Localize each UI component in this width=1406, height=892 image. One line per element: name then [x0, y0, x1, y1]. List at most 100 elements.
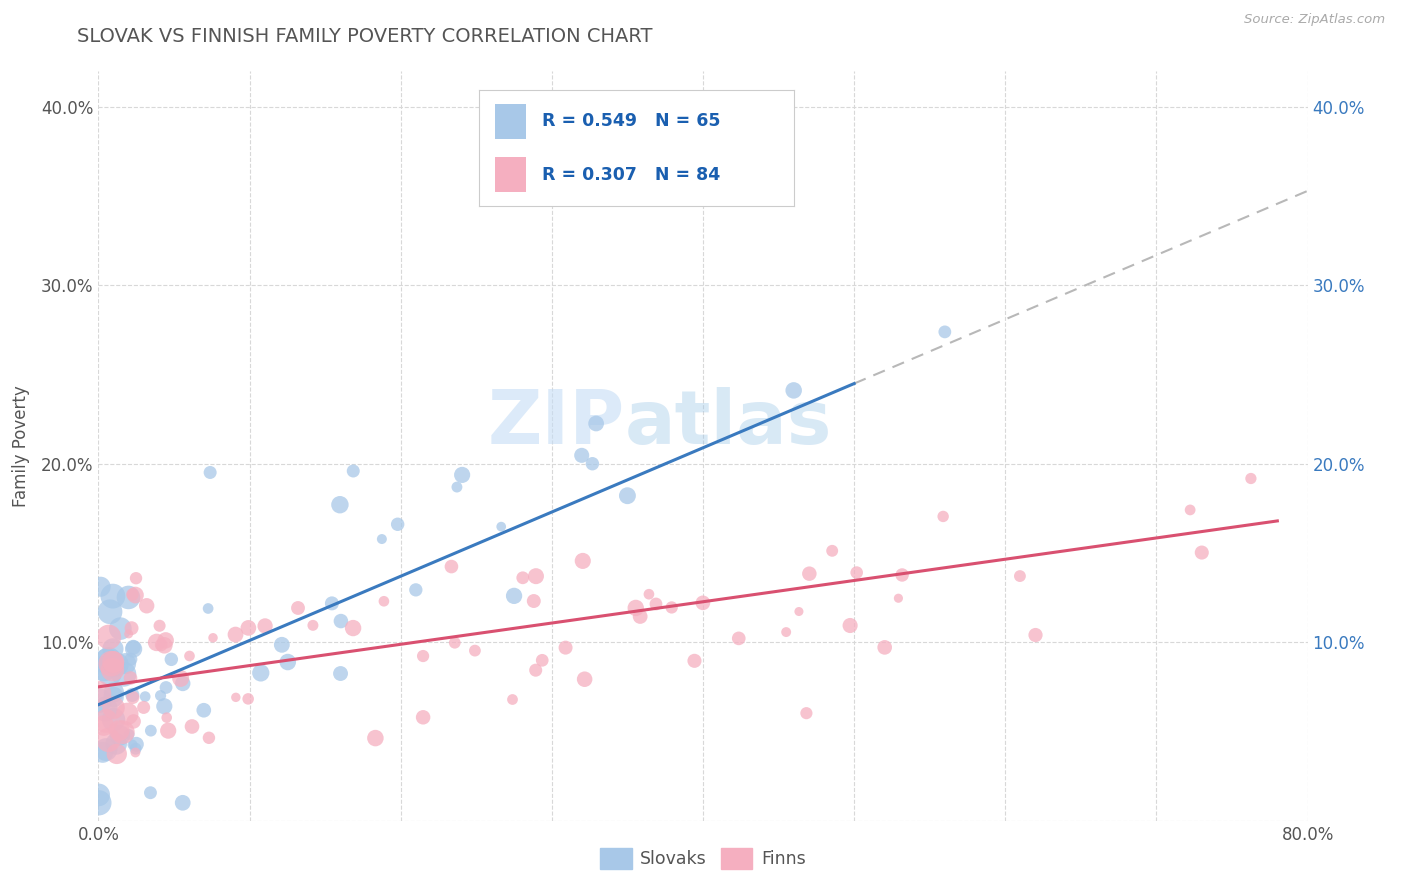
Point — [87, 788, 110, 802]
Point — [117, 706, 139, 721]
Point — [105, 747, 128, 761]
Point — [120, 652, 142, 666]
Point — [796, 706, 818, 721]
Point — [101, 589, 124, 603]
Point — [121, 738, 143, 752]
Point — [249, 665, 271, 680]
Point — [132, 700, 155, 714]
Point — [134, 690, 156, 704]
Point — [105, 657, 128, 672]
Point — [103, 655, 125, 669]
Point — [118, 627, 141, 641]
Point — [172, 676, 194, 690]
Point — [502, 692, 524, 706]
Point — [524, 569, 547, 583]
Point — [821, 543, 844, 558]
Point — [117, 591, 139, 605]
Point — [443, 636, 465, 650]
Point — [321, 596, 343, 610]
Point — [198, 731, 221, 745]
Point — [571, 448, 593, 462]
Point — [91, 745, 114, 759]
Point — [503, 589, 526, 603]
Point — [329, 666, 352, 681]
Point — [571, 554, 593, 568]
Point — [1191, 545, 1213, 559]
Point — [371, 532, 394, 546]
Point — [683, 654, 706, 668]
Point — [446, 480, 468, 494]
Point — [90, 580, 112, 594]
Point — [891, 568, 914, 582]
Point — [624, 601, 647, 615]
Point — [845, 566, 868, 580]
Point — [94, 714, 117, 728]
Point — [1008, 569, 1031, 583]
Point — [96, 654, 118, 668]
Point — [775, 625, 797, 640]
Point — [574, 672, 596, 686]
Point — [155, 633, 177, 648]
Point — [114, 657, 136, 671]
Point — [94, 702, 117, 716]
Point — [93, 718, 115, 732]
Point — [405, 582, 427, 597]
Point — [97, 630, 120, 644]
Point — [103, 690, 125, 704]
Point — [124, 746, 146, 760]
Point — [97, 733, 120, 747]
Point — [873, 640, 896, 655]
Point — [342, 621, 364, 635]
Point — [512, 571, 534, 585]
Point — [124, 741, 146, 756]
Point — [149, 689, 172, 703]
Point — [373, 594, 395, 608]
Point — [108, 723, 131, 738]
Point — [172, 796, 194, 810]
Point — [181, 719, 204, 733]
Point — [160, 652, 183, 666]
Point — [628, 609, 651, 624]
Point — [451, 467, 474, 482]
Point — [122, 640, 145, 655]
Point — [727, 632, 749, 646]
Point — [97, 653, 120, 667]
Point — [155, 681, 177, 695]
Point — [302, 618, 325, 632]
Point — [523, 594, 546, 608]
Point — [364, 731, 387, 745]
Text: atlas: atlas — [624, 387, 832, 460]
Point — [254, 619, 277, 633]
Legend: Slovaks, Finns: Slovaks, Finns — [593, 840, 813, 876]
Point — [105, 737, 128, 751]
Point — [103, 685, 125, 699]
Text: SLOVAK VS FINNISH FAMILY POVERTY CORRELATION CHART: SLOVAK VS FINNISH FAMILY POVERTY CORRELA… — [77, 27, 652, 45]
Point — [110, 622, 132, 636]
Point — [153, 699, 176, 714]
Point — [121, 587, 143, 601]
Point — [139, 786, 162, 800]
Point — [153, 638, 176, 652]
Point — [118, 727, 141, 741]
Point — [157, 723, 180, 738]
Point — [440, 559, 463, 574]
Point — [799, 566, 821, 581]
Point — [149, 619, 172, 633]
Point — [585, 417, 607, 431]
Point — [783, 384, 806, 398]
Point — [934, 325, 956, 339]
Point — [93, 662, 115, 676]
Point — [202, 631, 225, 645]
Point — [122, 714, 145, 729]
Point — [87, 687, 110, 701]
Point — [1024, 628, 1046, 642]
Point — [139, 723, 162, 738]
Point — [645, 597, 668, 611]
Point — [839, 618, 862, 632]
Point — [225, 690, 247, 705]
Point — [98, 666, 121, 681]
Point — [581, 457, 603, 471]
Text: ZIP: ZIP — [486, 387, 624, 460]
Point — [135, 599, 157, 613]
Point — [198, 466, 221, 480]
